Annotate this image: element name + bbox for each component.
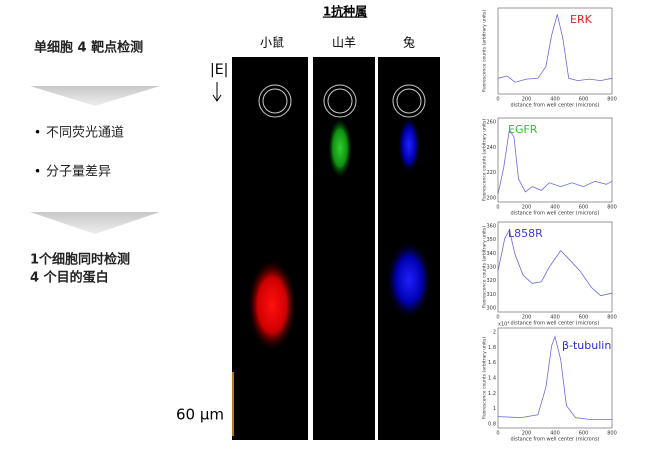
y-tick-label: 350 xyxy=(486,237,496,243)
y-tick-label: 0.8 xyxy=(488,422,496,428)
gel-header: 1抗种属 xyxy=(323,4,367,19)
x-axis-label: distance from well center (microns) xyxy=(511,437,600,443)
protein-label: EGFR xyxy=(508,123,538,136)
band xyxy=(398,117,420,173)
curve xyxy=(497,14,613,83)
protein-label: β-tubulin xyxy=(562,339,611,352)
x-tick-label: 600 xyxy=(579,315,589,321)
exponent: x10⁴ xyxy=(498,322,509,328)
summary: 4 个目的蛋白 xyxy=(30,270,109,286)
y-axis-label: fluorescence counts (arbitrary units) xyxy=(482,337,488,419)
arrow xyxy=(212,82,222,102)
band xyxy=(328,118,352,178)
bullet-text: 不同荧光通道 xyxy=(46,126,124,141)
wells xyxy=(258,84,426,118)
plot-frame xyxy=(497,327,613,429)
x-tick-label: 800 xyxy=(607,205,617,211)
y-tick-label: 240 xyxy=(486,145,496,151)
x-tick-label: 400 xyxy=(550,431,560,437)
y-tick-label: 300 xyxy=(486,306,496,312)
y-tick-label: 260 xyxy=(486,120,496,126)
x-tick-label: 400 xyxy=(550,97,560,103)
x-axis-label: distance from well center (microns) xyxy=(511,103,600,109)
y-tick-label: 1.4 xyxy=(488,376,496,382)
protein-label: L858R xyxy=(508,227,543,240)
x-tick-label: 200 xyxy=(522,315,532,321)
y-tick-label: 310 xyxy=(486,292,496,298)
y-tick-label: 360 xyxy=(486,224,496,230)
bullet-text: 分子量差异 xyxy=(46,165,111,180)
curve xyxy=(497,128,613,195)
plot-frame xyxy=(497,117,613,203)
x-tick-label: 200 xyxy=(522,97,532,103)
x-tick-label: 0 xyxy=(496,315,499,321)
y-tick-label: 2 xyxy=(493,330,496,336)
x-axis-label: distance from well center (microns) xyxy=(511,321,600,327)
chevron xyxy=(30,212,160,234)
y-axis-label: fluorescence counts (arbitrary units) xyxy=(482,119,488,201)
y-tick-label: 340 xyxy=(486,251,496,257)
summary: 1个细胞同时检测 xyxy=(30,252,130,268)
band xyxy=(248,260,296,350)
curve xyxy=(497,335,612,420)
band xyxy=(387,242,431,318)
y-axis-label: fluorescence counts (arbitrary units) xyxy=(482,226,488,308)
plot-frame xyxy=(497,221,613,313)
x-axis-label: distance from well center (microns) xyxy=(511,211,600,217)
y-tick-label: 330 xyxy=(486,265,496,271)
x-tick-label: 0 xyxy=(496,97,499,103)
lane-label: 山羊 xyxy=(332,35,356,50)
x-tick-label: 800 xyxy=(607,431,617,437)
y-tick-label: 320 xyxy=(486,278,496,284)
lane xyxy=(232,57,308,440)
x-tick-label: 800 xyxy=(607,315,617,321)
x-tick-label: 200 xyxy=(522,205,532,211)
bullet: • xyxy=(34,126,41,140)
direction-label: E xyxy=(215,62,224,78)
lane xyxy=(313,57,375,440)
direction: |E| xyxy=(210,62,228,78)
x-tick-label: 600 xyxy=(579,97,589,103)
x-tick-label: 400 xyxy=(550,205,560,211)
x-tick-label: 200 xyxy=(522,431,532,437)
plot-frame xyxy=(497,7,613,95)
y-tick-label: 1.2 xyxy=(488,391,496,397)
y-tick-label: 220 xyxy=(486,170,496,176)
y-tick-label: 200 xyxy=(486,196,496,202)
title: 单细胞 4 靶点检测 xyxy=(34,40,143,56)
y-tick-label: 1 xyxy=(493,406,496,412)
x-tick-label: 600 xyxy=(579,205,589,211)
curve xyxy=(497,229,613,297)
bullet: • xyxy=(34,165,41,179)
lane-label: 兔 xyxy=(403,35,415,50)
y-tick-label: 1.6 xyxy=(488,360,496,366)
x-tick-label: 0 xyxy=(496,431,499,437)
x-tick-label: 800 xyxy=(607,97,617,103)
scale-label: 60 μm xyxy=(176,406,224,424)
y-tick-label: 1.8 xyxy=(488,345,496,351)
x-tick-label: 400 xyxy=(550,315,560,321)
x-tick-label: 600 xyxy=(579,431,589,437)
chevron xyxy=(30,86,160,106)
y-axis-label: fluorescence counts (arbitrary units) xyxy=(482,10,488,92)
lane-label: 小鼠 xyxy=(260,36,284,50)
protein-label: ERK xyxy=(570,13,593,26)
x-tick-label: 0 xyxy=(496,205,499,211)
